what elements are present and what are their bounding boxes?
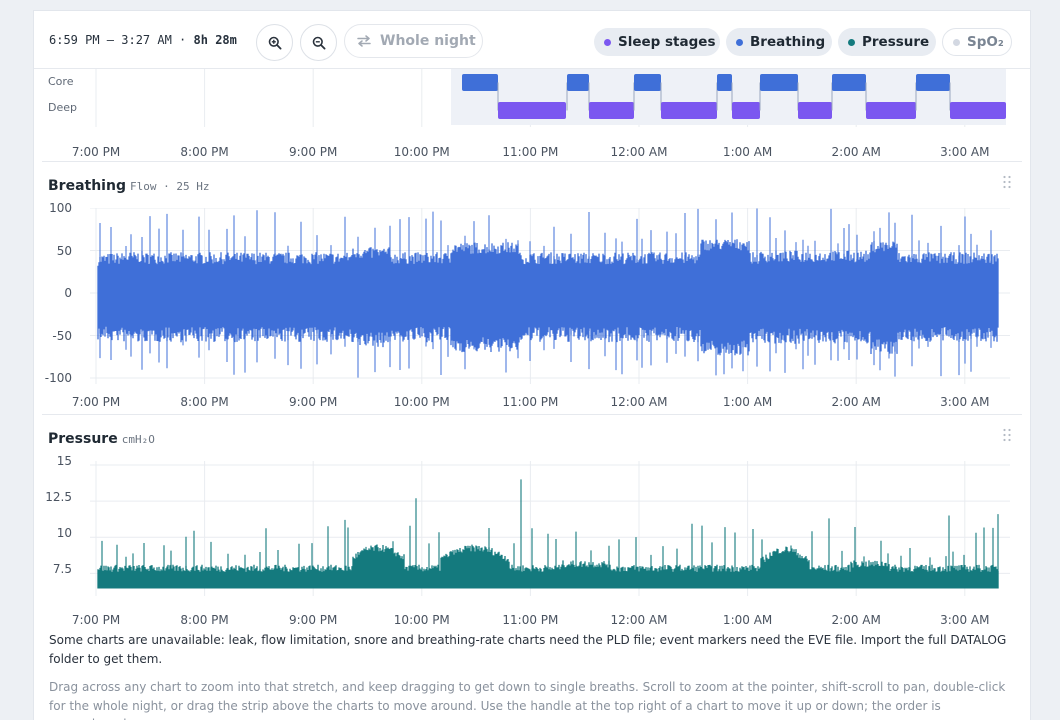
stage-core-segment xyxy=(462,74,498,91)
breathing-y-tick: -50 xyxy=(52,329,72,343)
stage-label-core: Core xyxy=(48,75,74,88)
time-tick-label: 12:00 AM xyxy=(610,395,668,409)
pressure-y-tick: 15 xyxy=(56,454,72,468)
time-range-readout: 6:59 PM – 3:27 AM · 8h 28m xyxy=(49,33,237,47)
toggle-spo2[interactable]: SpO₂ xyxy=(942,28,1012,56)
stage-deep-segment xyxy=(732,102,760,119)
stage-core-segment xyxy=(916,74,950,91)
stage-core-segment xyxy=(567,74,589,91)
breathing-y-tick: -100 xyxy=(44,371,72,385)
toggle-label: SpO₂ xyxy=(967,34,1004,50)
stage-deep-segment xyxy=(661,102,717,119)
usage-hint: Drag across any chart to zoom into that … xyxy=(49,680,1006,720)
time-range: 6:59 PM – 3:27 AM xyxy=(49,33,172,47)
time-tick-label: 7:00 PM xyxy=(71,395,121,409)
stage-label-deep: Deep xyxy=(48,101,77,114)
unavailable-charts-note: Some charts are unavailable: leak, flow … xyxy=(49,633,1007,666)
pressure-chart-title: Pressure cmH₂O xyxy=(48,431,155,447)
sleep-stages-chart[interactable]: Core Deep 7:00 PM 8:00 PM 9:00 PM 10:00 PM 1… xyxy=(42,69,1022,161)
time-tick-label: 11:00 PM xyxy=(502,145,559,159)
time-tick-label: 3:00 AM xyxy=(940,145,990,159)
stage-deep-segment xyxy=(950,102,1006,119)
time-tick-label: 9:00 PM xyxy=(289,145,338,159)
breathing-subtitle: Flow · 25 Hz xyxy=(129,180,210,193)
toggle-breathing[interactable]: Breathing xyxy=(726,28,832,56)
time-tick-label: 2:00 AM xyxy=(831,145,881,159)
time-tick-label: 10:00 PM xyxy=(393,145,450,159)
stage-deep-segment xyxy=(498,102,566,119)
toggle-label: Pressure xyxy=(862,34,930,50)
toggle-label: Breathing xyxy=(750,34,826,50)
breathing-plot[interactable] xyxy=(90,208,1010,384)
sleep-stages-dot-icon xyxy=(604,38,611,46)
zoom-in-button[interactable] xyxy=(256,24,293,61)
time-tick-label: 12:00 AM xyxy=(610,145,668,159)
pressure-chart-section: Pressure cmH₂O 15 12.5 10 7.5 7:00 PM 8:00… xyxy=(42,414,1022,627)
night-view-panel: 6:59 PM – 3:27 AM · 8h 28m Whole night xyxy=(33,10,1031,720)
sleep-stages-plot[interactable] xyxy=(90,69,1010,127)
pressure-plot[interactable] xyxy=(90,461,1010,596)
breathing-y-tick: 50 xyxy=(56,244,72,258)
toggle-label: Sleep stages xyxy=(618,34,716,50)
spo2-dot-icon xyxy=(953,38,960,46)
time-tick-label: 7:00 PM xyxy=(71,145,121,159)
zoom-out-icon xyxy=(312,36,326,50)
pressure-y-tick: 10 xyxy=(56,526,72,540)
zoom-out-button[interactable] xyxy=(300,24,337,61)
time-tick-label: 9:00 PM xyxy=(289,613,338,627)
duration: 8h 28m xyxy=(193,33,237,47)
stage-core-segment xyxy=(717,74,732,91)
pressure-title: Pressure xyxy=(48,431,118,447)
swap-arrows-icon xyxy=(357,35,371,47)
time-tick-label: 10:00 PM xyxy=(393,395,450,409)
breathing-title: Breathing xyxy=(48,178,126,194)
time-tick-label: 11:00 PM xyxy=(502,395,559,409)
pressure-y-tick: 7.5 xyxy=(52,562,72,576)
time-tick-label: 8:00 PM xyxy=(180,395,229,409)
whole-night-label: Whole night xyxy=(380,33,476,49)
breathing-y-tick: 100 xyxy=(49,201,72,215)
breathing-y-tick: 0 xyxy=(64,286,72,300)
breathing-chart-section: Breathing Flow · 25 Hz 100 50 0 -50 -100 … xyxy=(42,161,1022,414)
breathing-trace xyxy=(97,239,999,356)
toggle-sleep-stages[interactable]: Sleep stages xyxy=(594,28,720,56)
stage-core-segment xyxy=(760,74,798,91)
zoom-in-icon xyxy=(268,36,282,50)
time-tick-label: 2:00 AM xyxy=(831,395,881,409)
whole-night-button[interactable]: Whole night xyxy=(344,24,483,58)
time-tick-label: 11:00 PM xyxy=(502,613,559,627)
pressure-subtitle: cmH₂O xyxy=(121,433,155,446)
breathing-chart-title: Breathing Flow · 25 Hz xyxy=(48,178,209,194)
time-tick-label: 3:00 AM xyxy=(940,395,990,409)
drag-handle-icon[interactable] xyxy=(1002,175,1012,189)
time-tick-label: 9:00 PM xyxy=(289,395,338,409)
time-tick-label: 8:00 PM xyxy=(180,145,229,159)
stage-core-segment xyxy=(832,74,866,91)
pressure-y-tick: 12.5 xyxy=(45,490,72,504)
time-tick-label: 2:00 AM xyxy=(831,613,881,627)
breathing-dot-icon xyxy=(736,38,743,46)
stage-deep-segment xyxy=(798,102,832,119)
time-tick-label: 1:00 AM xyxy=(722,395,773,409)
pressure-peaks xyxy=(101,479,999,589)
time-tick-label: 8:00 PM xyxy=(180,613,229,627)
time-tick-label: 10:00 PM xyxy=(393,613,450,627)
range-separator: · xyxy=(171,33,194,47)
time-tick-label: 1:00 AM xyxy=(722,613,773,627)
breathing-peaks xyxy=(99,208,992,378)
pressure-dot-icon xyxy=(848,38,855,46)
time-tick-label: 1:00 AM xyxy=(722,145,773,159)
stage-core-segment xyxy=(634,74,661,91)
toolbar: 6:59 PM – 3:27 AM · 8h 28m Whole night xyxy=(34,11,1030,69)
toggle-pressure[interactable]: Pressure xyxy=(838,28,936,56)
time-tick-label: 3:00 AM xyxy=(940,613,990,627)
drag-handle-icon[interactable] xyxy=(1002,428,1012,442)
stage-deep-segment xyxy=(866,102,916,119)
stage-deep-segment xyxy=(589,102,634,119)
time-tick-label: 12:00 AM xyxy=(610,613,668,627)
pressure-trace xyxy=(97,544,999,589)
time-tick-label: 7:00 PM xyxy=(71,613,121,627)
